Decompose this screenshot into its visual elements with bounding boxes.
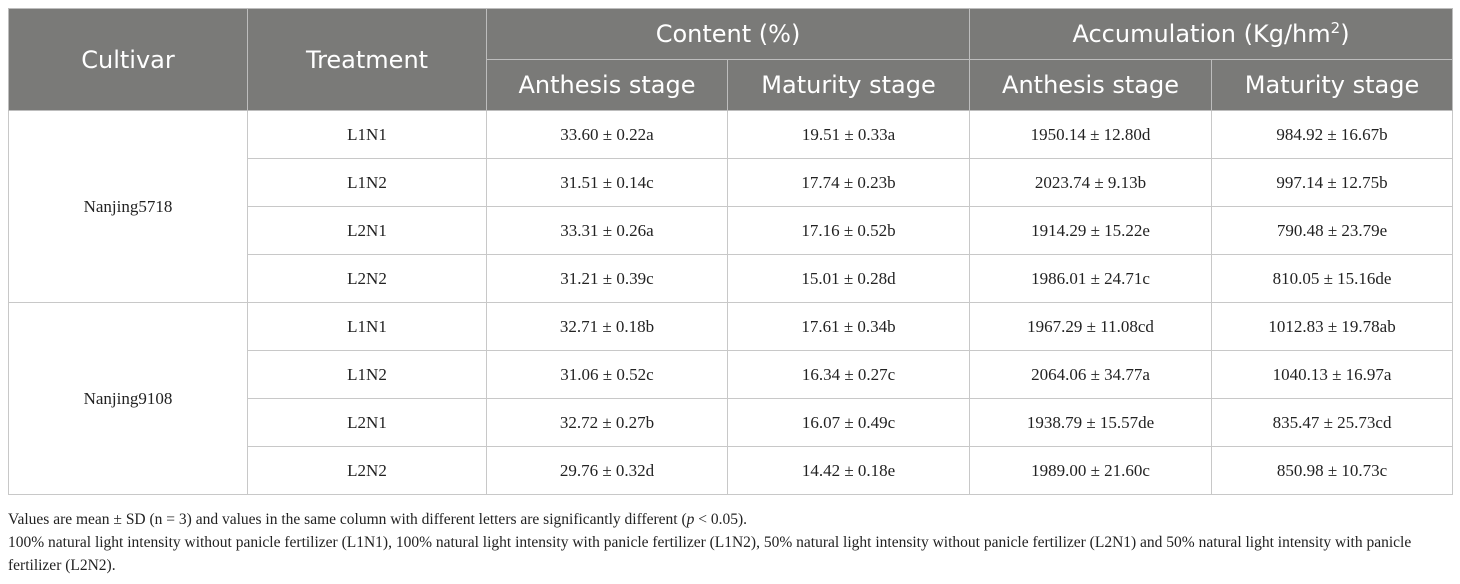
content-maturity-cell: 17.74 ± 0.23b — [726, 158, 971, 207]
content-maturity-cell: 14.42 ± 0.18e — [726, 446, 971, 495]
content-maturity-cell: 17.16 ± 0.52b — [726, 206, 971, 255]
accumulation-maturity-cell: 850.98 ± 10.73c — [1211, 446, 1454, 495]
table-body: Nanjing5718 L1N1 33.60 ± 0.22a 19.51 ± 0… — [8, 110, 1454, 495]
treatment-cell: L1N2 — [247, 158, 487, 207]
treatment-cell: L2N2 — [247, 254, 487, 303]
accumulation-maturity-cell: 1040.13 ± 16.97a — [1211, 350, 1454, 399]
content-maturity-cell: 16.34 ± 0.27c — [726, 350, 971, 399]
table-header: Cultivar Treatment Content (%) Accumulat… — [8, 8, 1454, 111]
treatment-cell: L1N1 — [247, 302, 487, 351]
header-accumulation-sup: 2 — [1330, 19, 1341, 37]
accumulation-anthesis-cell: 1938.79 ± 15.57de — [969, 398, 1213, 447]
table-row: Nanjing9108 L1N1 32.71 ± 0.18b 17.61 ± 0… — [8, 302, 1454, 495]
content-anthesis-cell: 33.31 ± 0.26a — [486, 206, 728, 255]
content-anthesis-cell: 33.60 ± 0.22a — [486, 110, 728, 159]
table-row: L2N1 33.31 ± 0.26a 17.16 ± 0.52b 1914.29… — [9, 206, 1454, 255]
treatment-cell: L2N1 — [247, 206, 487, 255]
accumulation-anthesis-cell: 1914.29 ± 15.22e — [969, 206, 1213, 255]
accumulation-anthesis-cell: 1950.14 ± 12.80d — [969, 110, 1213, 159]
content-anthesis-cell: 32.72 ± 0.27b — [486, 398, 728, 447]
header-cultivar: Cultivar — [8, 8, 248, 111]
treatment-cell: L2N2 — [247, 446, 487, 495]
accumulation-maturity-cell: 810.05 ± 15.16de — [1211, 254, 1454, 303]
accumulation-maturity-cell: 1012.83 ± 19.78ab — [1211, 302, 1454, 351]
treatment-cell: L1N2 — [247, 350, 487, 399]
footnote-statistics-text: Values are mean ± SD (n = 3) and values … — [8, 511, 687, 528]
accumulation-anthesis-cell: 1986.01 ± 24.71c — [969, 254, 1213, 303]
cultivar-cell: Nanjing5718 — [8, 110, 248, 303]
accumulation-anthesis-cell: 1967.29 ± 11.08cd — [969, 302, 1213, 351]
accumulation-anthesis-cell: 2064.06 ± 34.77a — [969, 350, 1213, 399]
content-maturity-cell: 16.07 ± 0.49c — [726, 398, 971, 447]
header-treatment: Treatment — [247, 8, 487, 111]
table-row: Nanjing5718 L1N1 33.60 ± 0.22a 19.51 ± 0… — [8, 110, 1454, 303]
data-table-container: Cultivar Treatment Content (%) Accumulat… — [8, 8, 1454, 495]
accumulation-maturity-cell: 984.92 ± 16.67b — [1211, 110, 1454, 159]
table-row: L1N2 31.51 ± 0.14c 17.74 ± 0.23b 2023.74… — [9, 158, 1454, 207]
content-maturity-cell: 15.01 ± 0.28d — [726, 254, 971, 303]
accumulation-anthesis-cell: 2023.74 ± 9.13b — [969, 158, 1213, 207]
cultivar-cell: Nanjing9108 — [8, 302, 248, 495]
footnote-statistics: Values are mean ± SD (n = 3) and values … — [8, 508, 1452, 531]
accumulation-maturity-cell: 790.48 ± 23.79e — [1211, 206, 1454, 255]
table-row: L1N2 31.06 ± 0.52c 16.34 ± 0.27c 2064.06… — [9, 350, 1454, 399]
header-content-maturity: Maturity stage — [726, 59, 971, 111]
accumulation-maturity-cell: 997.14 ± 12.75b — [1211, 158, 1454, 207]
footnote-statistics-end: < 0.05). — [694, 511, 748, 528]
accumulation-anthesis-cell: 1989.00 ± 21.60c — [969, 446, 1213, 495]
treatment-cell: L1N1 — [247, 110, 487, 159]
table-row: L2N1 32.72 ± 0.27b 16.07 ± 0.49c 1938.79… — [9, 398, 1454, 447]
content-anthesis-cell: 29.76 ± 0.32d — [486, 446, 728, 495]
header-accumulation: Accumulation (Kg/hm2) — [969, 8, 1454, 60]
data-table: Cultivar Treatment Content (%) Accumulat… — [8, 8, 1454, 495]
content-maturity-cell: 19.51 ± 0.33a — [726, 110, 971, 159]
table-footnotes: Values are mean ± SD (n = 3) and values … — [8, 508, 1452, 577]
header-accumulation-anthesis: Anthesis stage — [969, 59, 1213, 111]
header-accumulation-text: Accumulation (Kg/hm — [1072, 20, 1331, 48]
header-accumulation-maturity: Maturity stage — [1211, 59, 1454, 111]
content-anthesis-cell: 31.21 ± 0.39c — [486, 254, 728, 303]
content-anthesis-cell: 31.51 ± 0.14c — [486, 158, 728, 207]
accumulation-maturity-cell: 835.47 ± 25.73cd — [1211, 398, 1454, 447]
table-row: L2N2 29.76 ± 0.32d 14.42 ± 0.18e 1989.00… — [9, 446, 1454, 495]
content-anthesis-cell: 32.71 ± 0.18b — [486, 302, 728, 351]
content-maturity-cell: 17.61 ± 0.34b — [726, 302, 971, 351]
footnote-p-symbol: p — [686, 511, 695, 528]
header-accumulation-close: ) — [1340, 20, 1350, 48]
header-content-anthesis: Anthesis stage — [486, 59, 728, 111]
footnote-treatments: 100% natural light intensity without pan… — [8, 534, 1412, 574]
treatment-cell: L2N1 — [247, 398, 487, 447]
header-content: Content (%) — [485, 8, 971, 60]
content-anthesis-cell: 31.06 ± 0.52c — [486, 350, 728, 399]
table-row: L2N2 31.21 ± 0.39c 15.01 ± 0.28d 1986.01… — [9, 254, 1454, 303]
